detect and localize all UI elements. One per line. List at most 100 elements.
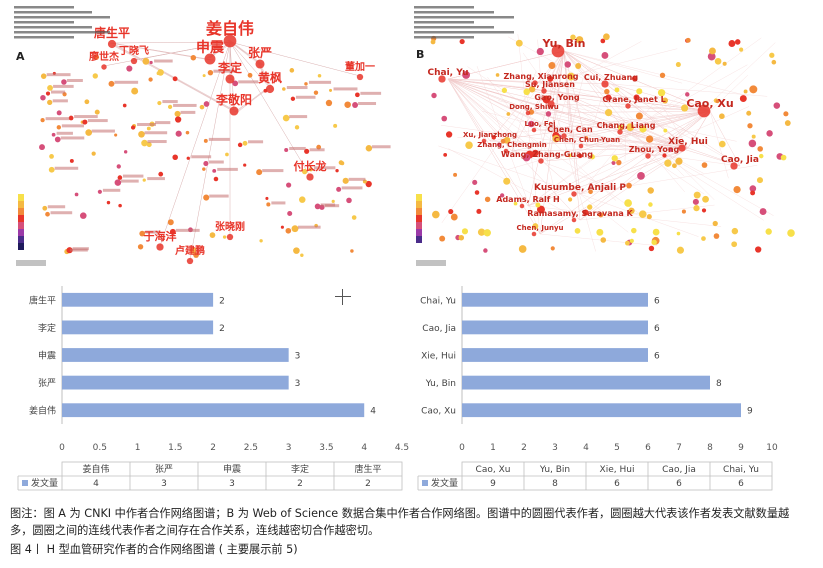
- network-link: [709, 75, 748, 112]
- author-node-small: [45, 91, 51, 96]
- author-node-small: [575, 63, 582, 69]
- network-link: [447, 78, 612, 85]
- author-node-small: [313, 90, 319, 95]
- author-label: Chai, Yu: [428, 68, 469, 78]
- citespace-header-line: [14, 21, 74, 24]
- author-node-small: [175, 116, 182, 123]
- author-label: 丁晓飞: [119, 44, 149, 57]
- author-node-small: [657, 89, 666, 97]
- category-label: Xie, Hui: [421, 352, 456, 362]
- author-node-small: [714, 57, 722, 65]
- network-link: [569, 110, 711, 137]
- author-label-small: [154, 59, 173, 63]
- author-node: [601, 80, 609, 88]
- author-label-small: [52, 99, 68, 103]
- year-legend-swatch: [18, 236, 24, 243]
- author-node-small: [771, 59, 777, 65]
- bar-data-label: 8: [716, 379, 722, 389]
- author-label: 张晓刚: [215, 220, 245, 233]
- author-node-small: [664, 159, 672, 167]
- author-node-small: [747, 123, 753, 129]
- author-node-small: [536, 47, 544, 56]
- author-label: Zhou, Yong: [629, 145, 680, 154]
- network-link: [511, 71, 537, 152]
- author-node-small: [82, 119, 88, 125]
- author-node-small: [503, 177, 511, 185]
- author-label-small: [56, 131, 73, 135]
- author-node: [617, 129, 623, 135]
- author-node-small: [500, 138, 506, 144]
- author-node-small: [749, 85, 758, 94]
- x-tick-label: 4: [583, 443, 589, 453]
- table-header-cell: Chai, Yu: [723, 465, 759, 475]
- author-node-small: [584, 136, 589, 140]
- author-node-small: [662, 97, 669, 104]
- author-node: [571, 217, 577, 223]
- author-node: [541, 88, 547, 94]
- table-value-cell: 2: [297, 479, 303, 489]
- author-node-small: [646, 214, 652, 220]
- author-node-small: [570, 34, 576, 40]
- network-link: [447, 78, 529, 207]
- author-node-small: [604, 88, 610, 95]
- network-link: [476, 66, 541, 235]
- author-label-small: [371, 145, 391, 149]
- network-link: [497, 100, 627, 133]
- author-node-small: [472, 179, 478, 185]
- author-label-small: [45, 117, 70, 121]
- x-tick-label: 2.5: [244, 443, 258, 453]
- author-node-small: [626, 123, 635, 132]
- author-node-small: [459, 38, 465, 45]
- bar-chart-b: 9 Cao, Xu 8 Yu, Bin 6 Xie, Hui 6 Cao, Jia 6 Chai,…: [412, 282, 812, 498]
- network-link: [549, 90, 705, 195]
- category-label: 张严: [38, 378, 56, 389]
- author-node-small: [769, 52, 775, 58]
- author-node: [156, 243, 164, 251]
- year-legend-swatch: [18, 208, 24, 215]
- author-node-small: [748, 139, 757, 148]
- network-link: [447, 78, 581, 221]
- author-node-small: [484, 196, 491, 203]
- author-node-small: [631, 75, 638, 82]
- author-node-small: [765, 228, 772, 235]
- author-node-small: [114, 133, 118, 137]
- author-node-small: [663, 128, 668, 133]
- author-node: [532, 80, 538, 86]
- network-link: [579, 147, 689, 221]
- author-node-small: [174, 110, 181, 117]
- author-node-small: [701, 208, 707, 213]
- network-link: [533, 110, 711, 114]
- author-node-small: [465, 141, 473, 149]
- author-node-small: [331, 199, 335, 203]
- citespace-header-line: [14, 16, 110, 19]
- author-node-small: [648, 202, 653, 207]
- author-node-small: [350, 249, 354, 253]
- network-link: [549, 90, 689, 149]
- x-tick-label: 4: [361, 443, 367, 453]
- author-label-small: [358, 102, 377, 106]
- table-header-cell: 李定: [291, 463, 309, 475]
- network-link: [563, 50, 612, 85]
- author-label-small: [162, 100, 178, 104]
- author-node-small: [158, 171, 164, 177]
- author-label-small: [147, 140, 167, 144]
- author-label-small: [289, 115, 308, 119]
- table-value-cell: 3: [229, 479, 235, 489]
- author-node-small: [743, 89, 748, 94]
- network-link: [517, 34, 541, 235]
- network-link: [579, 165, 758, 195]
- author-node-small: [600, 237, 607, 243]
- author-node-small: [282, 114, 290, 122]
- author-node-small: [733, 185, 741, 194]
- network-link: [448, 148, 581, 221]
- network-link: [103, 41, 231, 67]
- author-node-small: [605, 94, 612, 101]
- author-node-small: [633, 94, 640, 101]
- author-node-small: [118, 203, 122, 208]
- network-link: [556, 103, 737, 142]
- panel-letter-b: B: [416, 48, 424, 61]
- author-node-small: [757, 146, 763, 152]
- bar-chart-a-svg: 4 姜自伟 3 张严 3 申震 2 李定 2 唐生平 0 0.5 1 1.5 2 2.5 3 3.5 4 4.5 姜自伟…: [17, 286, 409, 491]
- author-node: [525, 110, 531, 116]
- author-node-small: [439, 235, 446, 242]
